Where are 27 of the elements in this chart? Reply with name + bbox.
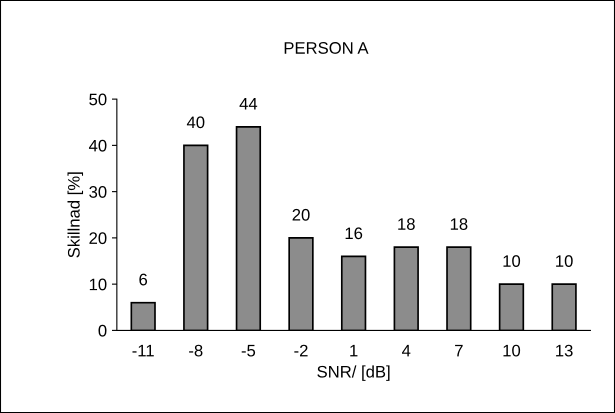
y-axis-title: Skillnad [%] <box>68 172 84 258</box>
data-label: 44 <box>240 98 258 110</box>
data-label: 20 <box>292 208 310 221</box>
chart-title: PERSON A <box>284 42 369 54</box>
y-tick-label: 40 <box>88 140 106 152</box>
y-tick-label: 50 <box>89 94 106 106</box>
x-tick-label: 13 <box>556 344 573 357</box>
data-label: 18 <box>398 218 415 230</box>
data-label: 6 <box>139 274 148 286</box>
data-label: 18 <box>450 218 468 230</box>
y-tick-label: 10 <box>90 278 106 290</box>
x-tick-label: 4 <box>402 344 410 356</box>
data-label: 16 <box>346 227 362 240</box>
data-label: 40 <box>186 116 204 128</box>
x-tick-label: -5 <box>242 344 256 357</box>
x-tick-label: 10 <box>503 344 520 357</box>
x-tick-label: 7 <box>455 344 463 356</box>
y-tick-label: 0 <box>98 324 106 337</box>
y-tick-label: 30 <box>89 186 106 198</box>
x-tick-label: -2 <box>294 344 308 356</box>
x-tick-label: -11 <box>132 344 154 356</box>
data-label: 10 <box>556 255 573 267</box>
y-tick-label: 20 <box>89 232 106 244</box>
x-axis-title: SNR/ [dB] <box>317 365 390 381</box>
x-tick-label: 1 <box>350 344 358 356</box>
data-label: 10 <box>503 255 520 267</box>
x-tick-label: -8 <box>189 344 202 357</box>
